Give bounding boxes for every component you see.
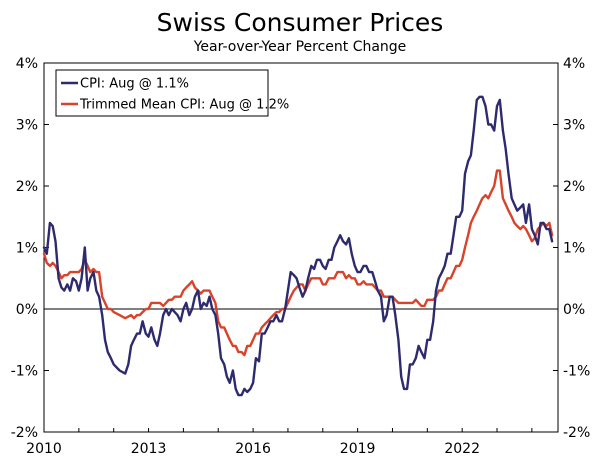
y-tick-label-right: -2% [563,425,590,441]
y-tick-label-right: 3% [563,118,585,134]
legend-box [55,69,269,117]
chart-subtitle: Year-over-Year Percent Change [193,39,407,55]
y-tick-label-left: -2% [11,425,38,441]
x-tick-label: 2010 [26,441,62,457]
y-tick-label-right: 1% [563,241,585,257]
series-line-cpi [42,95,554,397]
chart-title: Swiss Consumer Prices [156,8,444,37]
y-tick-label-left: 3% [16,118,38,134]
x-tick-label: 2013 [131,441,167,457]
legend-label-trimmed-mean: Trimmed Mean CPI: Aug @ 1.2% [79,98,289,113]
x-tick-label: 2022 [444,441,480,457]
y-tick-label-left: 4% [16,56,38,72]
y-tick-label-left: -1% [11,364,38,380]
y-tick-label-right: 0% [563,302,585,318]
y-tick-label-right: 4% [563,56,585,72]
legend-label-cpi: CPI: Aug @ 1.1% [80,77,189,92]
x-tick-label: 2019 [340,441,376,457]
y-tick-label-right: 2% [563,179,585,195]
x-tick-label: 2016 [235,441,271,457]
y-tick-label-right: -1% [563,364,590,380]
y-tick-label-left: 1% [16,241,38,257]
series-line-trimmed-mean [42,169,554,357]
plot-frame [43,62,559,433]
y-tick-label-left: 2% [16,179,38,195]
y-tick-label-left: 0% [16,302,38,318]
